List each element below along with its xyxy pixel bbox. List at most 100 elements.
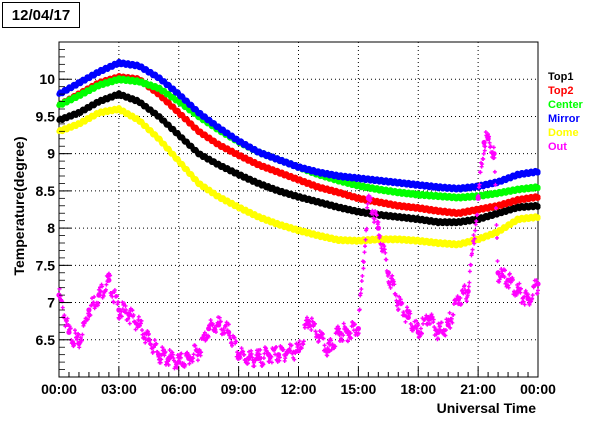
y-tick-label: 7.5: [36, 257, 56, 273]
series-layer: [56, 58, 541, 371]
data-point: [136, 98, 142, 105]
data-point: [196, 348, 202, 354]
data-point: [136, 63, 142, 69]
data-point: [176, 110, 182, 116]
data-point: [415, 182, 421, 188]
data-point: [216, 322, 222, 328]
data-point: [116, 91, 122, 97]
data-point: [96, 292, 102, 298]
data-point: [156, 136, 162, 142]
data-point: [395, 236, 401, 242]
data-point: [355, 175, 361, 181]
data-point: [315, 199, 322, 205]
data-point: [455, 296, 461, 302]
data-point: [96, 82, 102, 88]
y-tick-label: 7: [47, 295, 55, 311]
data-point: [216, 142, 222, 148]
data-point: [335, 173, 342, 179]
data-point: [295, 194, 302, 200]
data-point: [76, 80, 82, 86]
data-point: [305, 318, 312, 324]
data-point: [176, 158, 182, 164]
data-point: [156, 113, 162, 120]
data-point: [216, 125, 222, 131]
data-point: [405, 314, 411, 321]
data-point: [495, 179, 501, 185]
data-point: [415, 329, 421, 335]
data-point: [76, 121, 82, 127]
data-point: [156, 85, 162, 91]
x-tick-label: 06:00: [161, 381, 197, 397]
data-point: [295, 164, 302, 170]
data-point: [295, 348, 302, 354]
data-point: [275, 157, 282, 163]
y-tick-label: 9: [47, 146, 55, 162]
data-point: [435, 329, 441, 335]
data-point: [76, 93, 82, 99]
data-point: [275, 169, 282, 175]
data-point: [465, 288, 471, 294]
data-point: [96, 69, 102, 75]
data-point: [455, 219, 461, 225]
data-point: [136, 322, 142, 328]
data-point: [355, 209, 361, 215]
x-tick-label: 03:00: [101, 381, 137, 397]
data-point: [295, 227, 302, 233]
legend-mirror: Mirror: [548, 113, 581, 125]
x-tick-label: 12:00: [281, 381, 317, 397]
y-tick-label: 8.5: [36, 183, 56, 199]
data-point: [505, 277, 511, 283]
data-point: [375, 177, 381, 184]
data-point: [435, 219, 441, 225]
data-point: [196, 180, 202, 187]
data-point: [485, 136, 491, 142]
data-point: [236, 171, 242, 178]
data-point: [216, 194, 222, 200]
data-point: [435, 240, 441, 246]
legend-center: Center: [548, 99, 584, 111]
legend-top1: Top1: [548, 71, 573, 83]
legend-top2: Top2: [548, 85, 573, 97]
data-point: [56, 102, 62, 108]
data-point: [176, 91, 182, 97]
data-point: [116, 307, 122, 313]
data-point: [176, 98, 182, 105]
data-point: [355, 195, 361, 201]
data-point: [535, 184, 541, 190]
data-point: [481, 139, 487, 146]
data-point: [156, 75, 162, 81]
legend-dome: Dome: [548, 127, 579, 139]
data-point: [126, 311, 132, 317]
data-point: [535, 214, 541, 220]
data-point: [525, 296, 531, 302]
date-label: 12/04/17: [2, 2, 80, 28]
x-axis-title: Universal Time: [437, 400, 537, 416]
data-point: [515, 288, 521, 294]
data-point: [236, 352, 242, 358]
data-point: [86, 307, 92, 313]
data-point: [136, 117, 142, 123]
legend-out: Out: [548, 141, 567, 153]
data-point: [415, 205, 421, 211]
x-tick-label: 21:00: [460, 381, 496, 397]
data-point: [335, 189, 342, 195]
series-top1: [56, 90, 541, 227]
data-point: [535, 194, 541, 200]
data-point: [495, 229, 501, 235]
x-tick-label: 00:00: [520, 381, 556, 397]
legend: Top1 Top2 Center Mirror Dome Out: [548, 71, 584, 153]
data-point: [435, 193, 441, 199]
data-point: [415, 192, 421, 198]
data-point: [395, 189, 401, 195]
data-point: [375, 186, 381, 192]
date-text: 12/04/17: [11, 6, 71, 24]
data-point: [515, 216, 521, 222]
data-point: [535, 281, 541, 287]
data-point: [335, 329, 342, 335]
data-point: [445, 322, 451, 328]
data-point: [355, 183, 361, 189]
data-point: [206, 326, 212, 332]
data-point: [116, 106, 122, 112]
data-point: [116, 60, 122, 66]
data-point: [435, 184, 441, 190]
